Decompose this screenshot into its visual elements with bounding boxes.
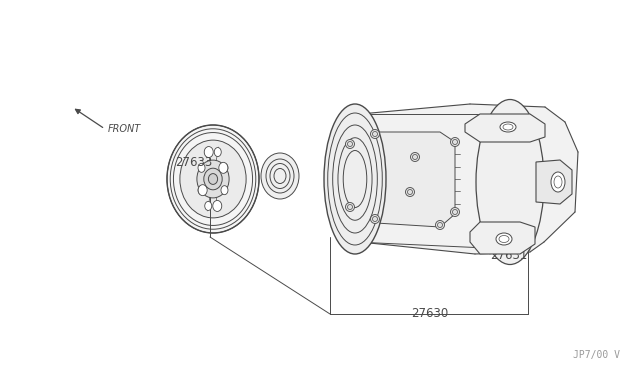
Ellipse shape — [346, 140, 355, 148]
Text: 27633: 27633 — [175, 155, 212, 169]
Ellipse shape — [221, 163, 228, 172]
Ellipse shape — [205, 148, 212, 157]
Polygon shape — [536, 160, 572, 204]
Ellipse shape — [451, 138, 460, 147]
Ellipse shape — [346, 202, 355, 212]
Text: 27630: 27630 — [412, 307, 449, 320]
Polygon shape — [330, 104, 578, 254]
Ellipse shape — [205, 202, 212, 211]
Ellipse shape — [212, 201, 222, 211]
Ellipse shape — [270, 164, 290, 189]
Ellipse shape — [435, 221, 445, 230]
Polygon shape — [465, 114, 545, 142]
Ellipse shape — [214, 202, 221, 211]
Ellipse shape — [500, 122, 516, 132]
Ellipse shape — [198, 185, 207, 196]
Ellipse shape — [180, 140, 246, 218]
Ellipse shape — [476, 99, 544, 264]
Polygon shape — [470, 222, 535, 254]
Ellipse shape — [204, 168, 222, 190]
Ellipse shape — [198, 186, 205, 195]
Text: JP7/00 V: JP7/00 V — [573, 350, 620, 360]
Ellipse shape — [219, 162, 228, 173]
Ellipse shape — [551, 172, 565, 192]
Ellipse shape — [221, 186, 228, 195]
Ellipse shape — [204, 147, 213, 158]
Ellipse shape — [496, 233, 512, 245]
Polygon shape — [350, 132, 455, 227]
Ellipse shape — [451, 208, 460, 217]
Ellipse shape — [167, 125, 259, 233]
Text: 27631: 27631 — [490, 249, 527, 262]
Ellipse shape — [371, 129, 380, 138]
Ellipse shape — [209, 174, 218, 185]
Text: FRONT: FRONT — [108, 124, 141, 134]
Ellipse shape — [371, 215, 380, 224]
Ellipse shape — [214, 148, 221, 157]
Ellipse shape — [406, 187, 415, 196]
Ellipse shape — [324, 104, 386, 254]
Ellipse shape — [261, 153, 299, 199]
Ellipse shape — [266, 159, 294, 193]
Ellipse shape — [410, 153, 419, 161]
Ellipse shape — [198, 163, 205, 172]
Ellipse shape — [274, 169, 286, 183]
Ellipse shape — [197, 160, 229, 198]
